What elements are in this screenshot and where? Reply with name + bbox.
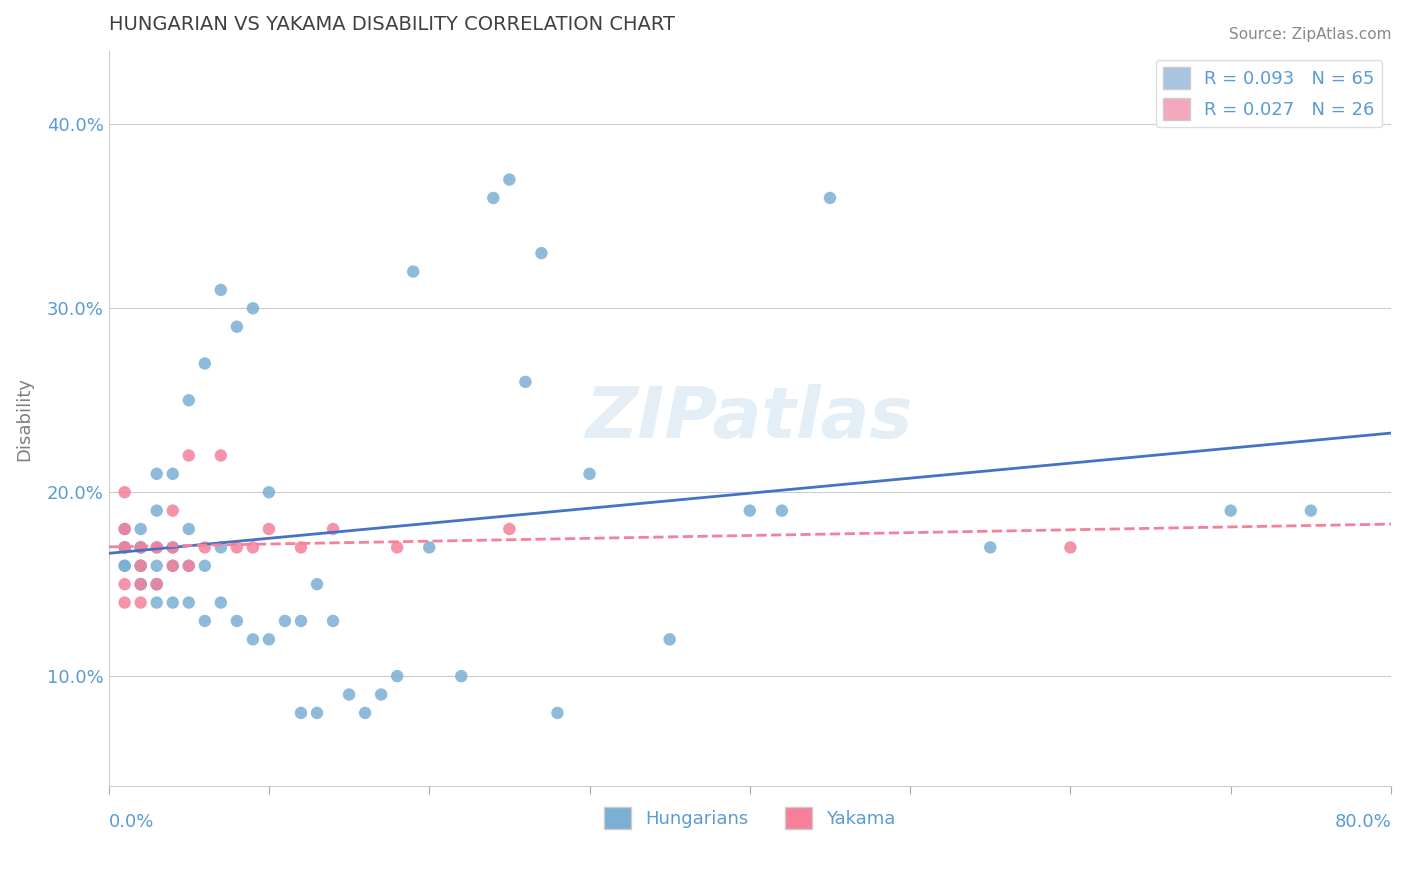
Point [482,191,505,205]
Point [305,706,328,720]
Point [162,558,184,573]
Point [162,503,184,517]
Point [114,522,136,536]
Point [274,614,297,628]
Point [209,541,232,555]
Point [177,558,200,573]
Point [370,688,392,702]
Point [546,706,568,720]
Point [979,541,1001,555]
Y-axis label: Disability: Disability [15,376,32,460]
Point [129,558,152,573]
Point [322,522,344,536]
Point [145,541,167,555]
Point [114,541,136,555]
Point [145,596,167,610]
Point [177,449,200,463]
Point [114,541,136,555]
Point [1219,503,1241,517]
Point [515,375,537,389]
Point [578,467,600,481]
Point [194,558,217,573]
Point [242,301,264,316]
Point [145,577,167,591]
Point [162,558,184,573]
Point [129,577,152,591]
Point [114,558,136,573]
Point [145,577,167,591]
Point [402,264,425,278]
Point [770,503,793,517]
Point [209,596,232,610]
Point [177,522,200,536]
Point [114,485,136,500]
Point [129,577,152,591]
Point [162,467,184,481]
Point [194,614,217,628]
Point [209,449,232,463]
Point [225,319,247,334]
Point [242,541,264,555]
Point [145,503,167,517]
Point [145,541,167,555]
Point [337,688,360,702]
Point [305,577,328,591]
Point [114,596,136,610]
Point [162,541,184,555]
Legend: Hungarians, Yakama: Hungarians, Yakama [596,800,903,837]
Point [114,522,136,536]
Point [257,485,280,500]
Point [129,541,152,555]
Point [145,467,167,481]
Point [322,614,344,628]
Point [162,596,184,610]
Point [194,541,217,555]
Point [162,541,184,555]
Point [290,614,312,628]
Point [225,541,247,555]
Point [818,191,841,205]
Point [450,669,472,683]
Point [114,541,136,555]
Point [530,246,553,260]
Point [194,356,217,370]
Point [145,558,167,573]
Point [385,669,408,683]
Point [290,706,312,720]
Point [145,577,167,591]
Point [129,596,152,610]
Point [129,541,152,555]
Text: HUNGARIAN VS YAKAMA DISABILITY CORRELATION CHART: HUNGARIAN VS YAKAMA DISABILITY CORRELATI… [108,15,675,34]
Point [225,614,247,628]
Point [1299,503,1322,517]
Point [209,283,232,297]
Point [114,577,136,591]
Point [658,632,681,647]
Point [290,541,312,555]
Point [242,632,264,647]
Point [354,706,377,720]
Text: 80.0%: 80.0% [1334,814,1391,831]
Point [129,522,152,536]
Point [257,632,280,647]
Point [177,596,200,610]
Point [1059,541,1081,555]
Point [177,393,200,408]
Point [129,558,152,573]
Point [498,172,520,186]
Point [129,558,152,573]
Point [177,558,200,573]
Text: 0.0%: 0.0% [108,814,155,831]
Point [129,541,152,555]
Point [257,522,280,536]
Point [129,577,152,591]
Point [385,541,408,555]
Point [114,558,136,573]
Text: ZIPatlas: ZIPatlas [586,384,914,453]
Point [418,541,440,555]
Text: Source: ZipAtlas.com: Source: ZipAtlas.com [1229,27,1392,42]
Point [498,522,520,536]
Point [738,503,761,517]
